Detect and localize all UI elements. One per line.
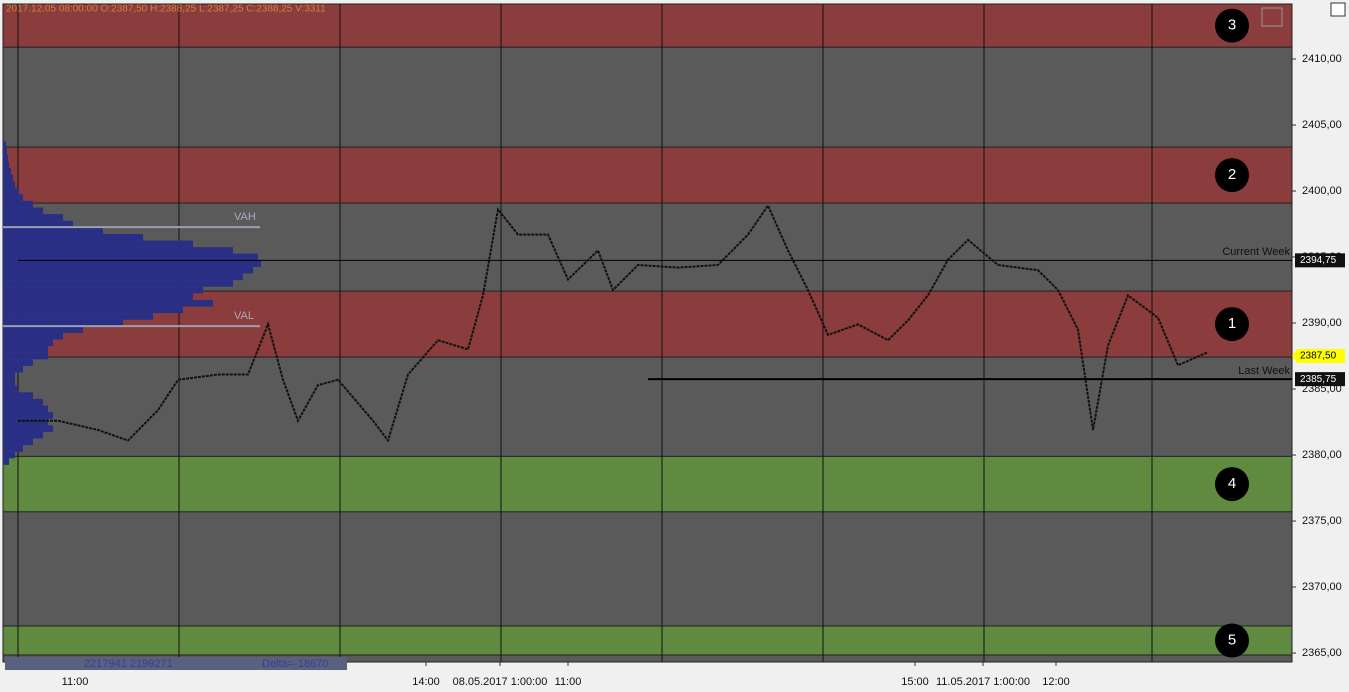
- y-tick-label: 2410,00: [1302, 53, 1342, 65]
- zone: [2, 455, 1293, 513]
- zone-label: 2: [1228, 166, 1236, 183]
- volume-profile-bar: [3, 332, 63, 340]
- volume-profile-bar: [3, 214, 63, 221]
- price-tag-label: 2385,75: [1300, 374, 1337, 385]
- volume-profile-bar: [3, 313, 153, 320]
- volume-profile-bar: [3, 220, 73, 228]
- volume-profile-bar: [3, 412, 53, 419]
- volume-profile-bar: [3, 200, 33, 208]
- volume-profile-bar: [3, 405, 48, 413]
- volume-profile-bar: [3, 187, 19, 195]
- x-tick-label: 15:00: [901, 676, 929, 688]
- volume-profile-bar: [3, 161, 9, 168]
- volume-profile-bar: [3, 392, 33, 399]
- volume-profile-bar: [3, 431, 43, 439]
- header-info: 2017.12.05 08:00:00 O:2387,50 H:2388,25 …: [6, 4, 326, 15]
- x-tick-label: 08.05.2017 1:00:00: [453, 676, 548, 688]
- volume-profile-bar: [3, 425, 53, 432]
- price-tag: [1295, 372, 1345, 387]
- volume-profile-bar: [3, 286, 203, 294]
- volume-profile-bar: [3, 346, 48, 353]
- volume-profile-bar: [3, 233, 143, 241]
- volume-profile-bar: [3, 293, 193, 300]
- zone-label: 4: [1228, 475, 1236, 492]
- zone-label: 1: [1228, 315, 1236, 332]
- volume-profile-bar: [3, 253, 258, 261]
- zone-badge: [1215, 623, 1249, 658]
- volume-profile-bar: [3, 451, 15, 459]
- volume-profile-bar: [3, 299, 213, 307]
- zone: [2, 290, 1293, 358]
- volume-profile-bar: [3, 352, 48, 360]
- volume-profile-bar: [3, 458, 9, 465]
- volume-profile-bar: [3, 194, 23, 201]
- volume-profile-bar: [3, 141, 6, 149]
- volume-profile-bar: [3, 398, 43, 406]
- volume-profile-bar: [3, 266, 253, 274]
- volume-profile-bar: [3, 385, 18, 393]
- level-label: Last Week: [1238, 365, 1290, 377]
- last-price-tag: [1292, 349, 1345, 364]
- footer-box: [5, 657, 347, 670]
- volume-profile-bar: [3, 227, 103, 234]
- volume-profile-bar: [3, 154, 8, 162]
- volume-profile-bar: [3, 247, 233, 254]
- zone-badge: [1215, 467, 1249, 502]
- x-tick-label: 12:00: [1042, 676, 1070, 688]
- y-tick-label: 2405,00: [1302, 119, 1342, 131]
- y-tick-label: 2370,00: [1302, 581, 1342, 593]
- value-area-label: VAL: [234, 310, 254, 322]
- volume-profile-bar: [3, 260, 261, 267]
- y-tick-label: 2365,00: [1302, 647, 1342, 659]
- volume-profile-bar: [3, 445, 23, 452]
- zone-badge: [1215, 158, 1249, 193]
- volume-profile-bar: [3, 379, 15, 386]
- volume-profile-bar: [3, 148, 7, 155]
- volume-profile-bar: [3, 207, 43, 215]
- volume-profile-bar: [3, 319, 123, 327]
- zone-label: 5: [1228, 631, 1236, 648]
- volume-profile-bar: [3, 359, 33, 366]
- zone-badge: [1215, 8, 1249, 43]
- zone: [2, 625, 1293, 656]
- x-tick-label: 11:00: [62, 676, 89, 688]
- y-tick-label: 2390,00: [1302, 317, 1342, 329]
- zone: [2, 3, 1293, 48]
- volume-profile-bar: [3, 326, 83, 333]
- value-area-label: VAH: [234, 211, 256, 223]
- volume-profile-bar: [3, 339, 53, 347]
- y-tick-label: 2380,00: [1302, 449, 1342, 461]
- price-line: [18, 203, 1209, 443]
- volume-profile-bar: [3, 418, 48, 426]
- volume-profile-bar: [3, 306, 183, 314]
- zone: [2, 146, 1293, 204]
- y-tick-label: 2375,00: [1302, 515, 1342, 527]
- y-tick-label: 2400,00: [1302, 185, 1342, 197]
- level-label: Current Week: [1222, 246, 1290, 258]
- volume-profile-bar: [3, 280, 233, 287]
- footer-delta: Delta=-18670: [262, 658, 328, 670]
- volume-profile-bar: [3, 240, 193, 248]
- x-tick-label: 11:00: [555, 676, 582, 688]
- x-tick-label: 11.05.2017 1:00:00: [936, 676, 1030, 688]
- volume-profile-bar: [3, 273, 243, 281]
- volume-profile-bar: [3, 372, 15, 380]
- price-tag: [1295, 253, 1345, 268]
- volume-profile-bar: [3, 174, 13, 182]
- price-tag-label: 2394,75: [1300, 255, 1337, 266]
- zone-label: 3: [1228, 17, 1236, 34]
- f-button[interactable]: [1330, 2, 1346, 17]
- volume-profile-bar: [3, 181, 15, 188]
- zone-badge: [1215, 307, 1249, 342]
- scroll-button[interactable]: [1261, 7, 1283, 27]
- volume-profile-bar: [3, 167, 11, 175]
- footer-volumes: 2217941 2199271: [84, 658, 173, 670]
- x-tick-label: 14:00: [412, 676, 440, 688]
- volume-profile-bar: [3, 438, 33, 446]
- volume-profile-bar: [3, 365, 23, 373]
- last-price-label: 2387,50: [1300, 351, 1337, 362]
